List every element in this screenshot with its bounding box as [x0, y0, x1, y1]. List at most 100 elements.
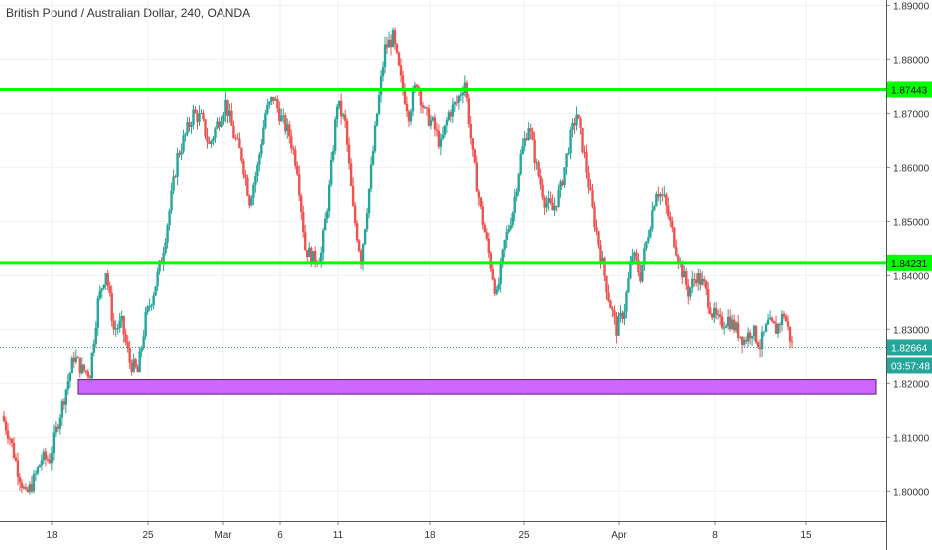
last-price-label: 1.82664 [891, 343, 928, 354]
candle-body [621, 312, 624, 319]
candle-body [720, 316, 724, 328]
candle-body [226, 99, 229, 117]
candle-body [337, 100, 341, 107]
level-price-tag [887, 81, 932, 98]
candle-body [541, 184, 544, 198]
candle-body [78, 357, 82, 374]
candle-body [403, 89, 407, 104]
candle-body [764, 324, 768, 332]
candle-body [306, 250, 309, 257]
candle-body [92, 343, 95, 353]
candle-body [772, 321, 776, 324]
candle-body [521, 146, 524, 155]
last-price-tag [887, 339, 932, 356]
candle-body [483, 224, 486, 233]
candle-body [116, 328, 119, 330]
candle-body [16, 460, 20, 477]
candle-body [459, 95, 463, 97]
candle-body [339, 100, 343, 117]
candle-body [164, 242, 167, 254]
candle-body [587, 172, 590, 188]
candle-body [509, 225, 512, 230]
candle-body [144, 311, 147, 337]
candle-body [499, 262, 502, 284]
candle-body [379, 76, 383, 95]
x-tick-label: 18 [424, 530, 436, 541]
candle-body [359, 251, 363, 265]
candle-body [118, 320, 121, 329]
candle-body [260, 144, 263, 155]
candle-body [304, 232, 307, 251]
candle-body [481, 206, 484, 225]
candle-body [333, 119, 337, 152]
candle-body [294, 149, 297, 166]
candle-body [310, 247, 313, 265]
candle-body [601, 257, 604, 262]
candle-body [64, 389, 68, 405]
candle-body [182, 135, 185, 152]
candle-body [573, 122, 576, 126]
candle-body [517, 174, 520, 192]
candle-body [58, 417, 62, 429]
x-tick-label: Apr [611, 530, 627, 541]
candle-body [671, 220, 674, 228]
candle-body [244, 174, 247, 178]
candle-body [198, 113, 201, 122]
candle-body [557, 189, 560, 207]
candle-body [505, 231, 508, 241]
candle-body [353, 205, 357, 224]
candle-body [736, 322, 740, 338]
candle-body [68, 373, 72, 382]
candle-body [132, 359, 135, 372]
y-tick-label: 1.81000 [893, 433, 930, 444]
candle-body [515, 191, 518, 197]
candle-body [479, 197, 482, 207]
candle-body [214, 128, 217, 139]
y-tick-label: 1.83000 [893, 325, 930, 336]
candle-body [457, 96, 461, 103]
candle-body [756, 342, 760, 348]
candle-body [716, 314, 720, 316]
y-tick-label: 1.80000 [893, 487, 930, 498]
candle-body [36, 467, 40, 474]
candle-body [543, 197, 546, 208]
candle-body [140, 347, 143, 352]
candle-body [168, 210, 171, 226]
candle-body [786, 321, 790, 327]
candle-body [577, 114, 580, 119]
candle-body [6, 430, 10, 439]
candle-body [429, 120, 433, 126]
candle-body [683, 271, 686, 278]
candle-body [371, 151, 375, 165]
candle-body [701, 278, 704, 285]
candle-body [455, 102, 459, 104]
candle-body [383, 44, 387, 68]
candle-body [693, 278, 696, 280]
candle-body [216, 121, 219, 129]
candle-body [597, 231, 600, 246]
candle-body [14, 457, 18, 461]
candle-body [419, 90, 423, 106]
candle-body [278, 108, 281, 122]
candle-body [623, 311, 626, 319]
candle-body [212, 138, 215, 141]
candle-body [728, 316, 732, 329]
candle-body [22, 487, 26, 489]
candle-body [633, 252, 636, 256]
x-tick-label: 8 [712, 530, 718, 541]
candle-body [156, 271, 159, 287]
candle-body [84, 370, 87, 372]
level-price-tag [887, 254, 932, 271]
candle-body [569, 129, 572, 154]
candle-body [106, 273, 109, 286]
candle-body [525, 138, 528, 140]
candle-body [166, 225, 169, 243]
candle-body [585, 152, 588, 173]
price-axis: 1.89000 1.88000 1.87000 1.86000 1.85000 1.840… [886, 0, 930, 550]
candle-body [732, 319, 736, 331]
candle-body [677, 255, 680, 263]
candle-body [752, 325, 756, 337]
candle-body [539, 176, 542, 185]
candle-body [774, 323, 778, 334]
